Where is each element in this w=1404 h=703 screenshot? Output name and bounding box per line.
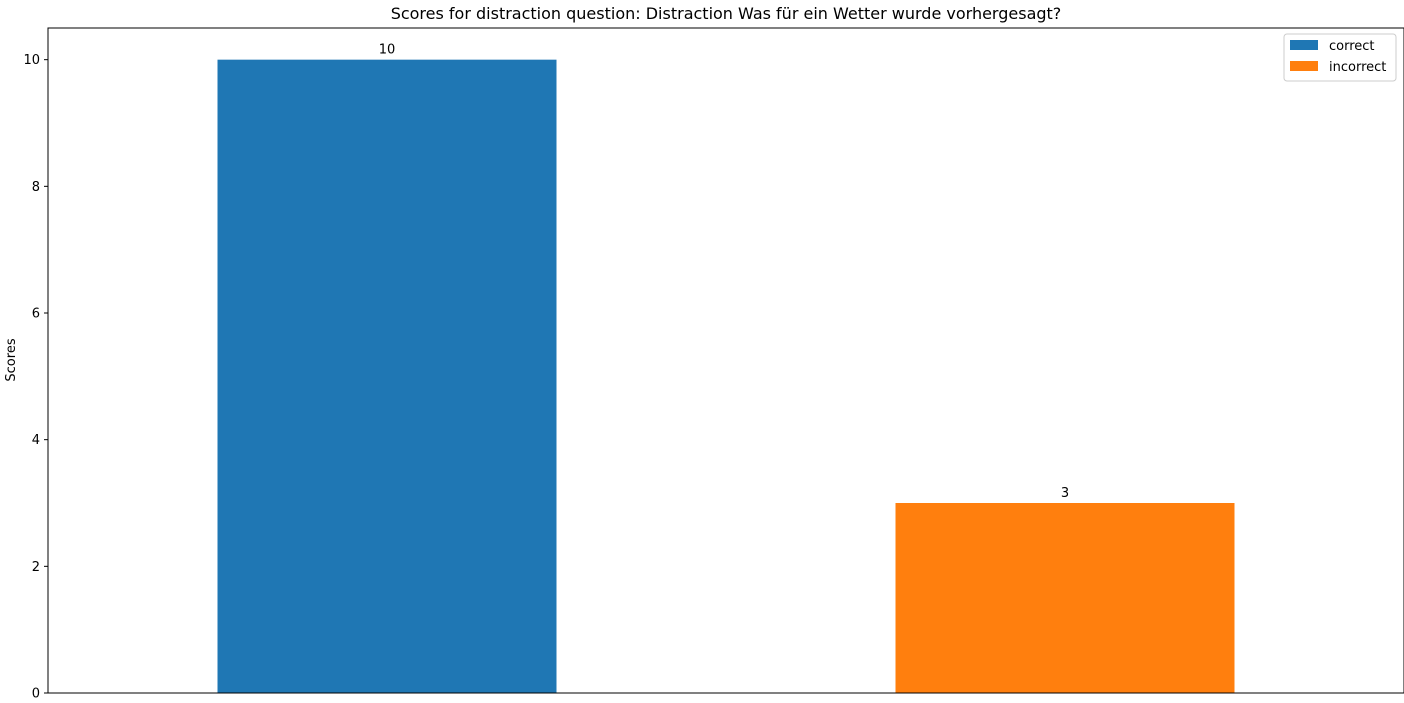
bar-value-label: 3 <box>1061 486 1069 501</box>
legend-swatch-correct <box>1290 40 1318 50</box>
chart-title: Scores for distraction question: Distrac… <box>391 4 1062 23</box>
bar-correct <box>217 59 557 693</box>
bar-value-label: 10 <box>379 43 396 58</box>
y-tick-label: 4 <box>32 433 40 448</box>
bar-incorrect <box>895 503 1235 693</box>
legend-label-correct: correct <box>1329 39 1375 54</box>
legend: correct incorrect <box>1283 33 1397 82</box>
y-axis-label: Scores <box>4 338 19 381</box>
y-axis-ticks: 0 2 4 6 8 10 <box>23 53 48 702</box>
y-tick-label: 10 <box>23 53 40 68</box>
y-tick-label: 6 <box>32 307 40 322</box>
legend-label-incorrect: incorrect <box>1329 60 1386 75</box>
y-tick-label: 0 <box>32 687 40 700</box>
plot-frame <box>47 27 1404 694</box>
y-tick-label: 2 <box>32 560 40 575</box>
bar-data-labels: 10 3 <box>379 43 1069 501</box>
bars <box>217 59 1235 693</box>
legend-swatch-incorrect <box>1290 61 1318 71</box>
y-tick-label: 8 <box>32 180 40 195</box>
